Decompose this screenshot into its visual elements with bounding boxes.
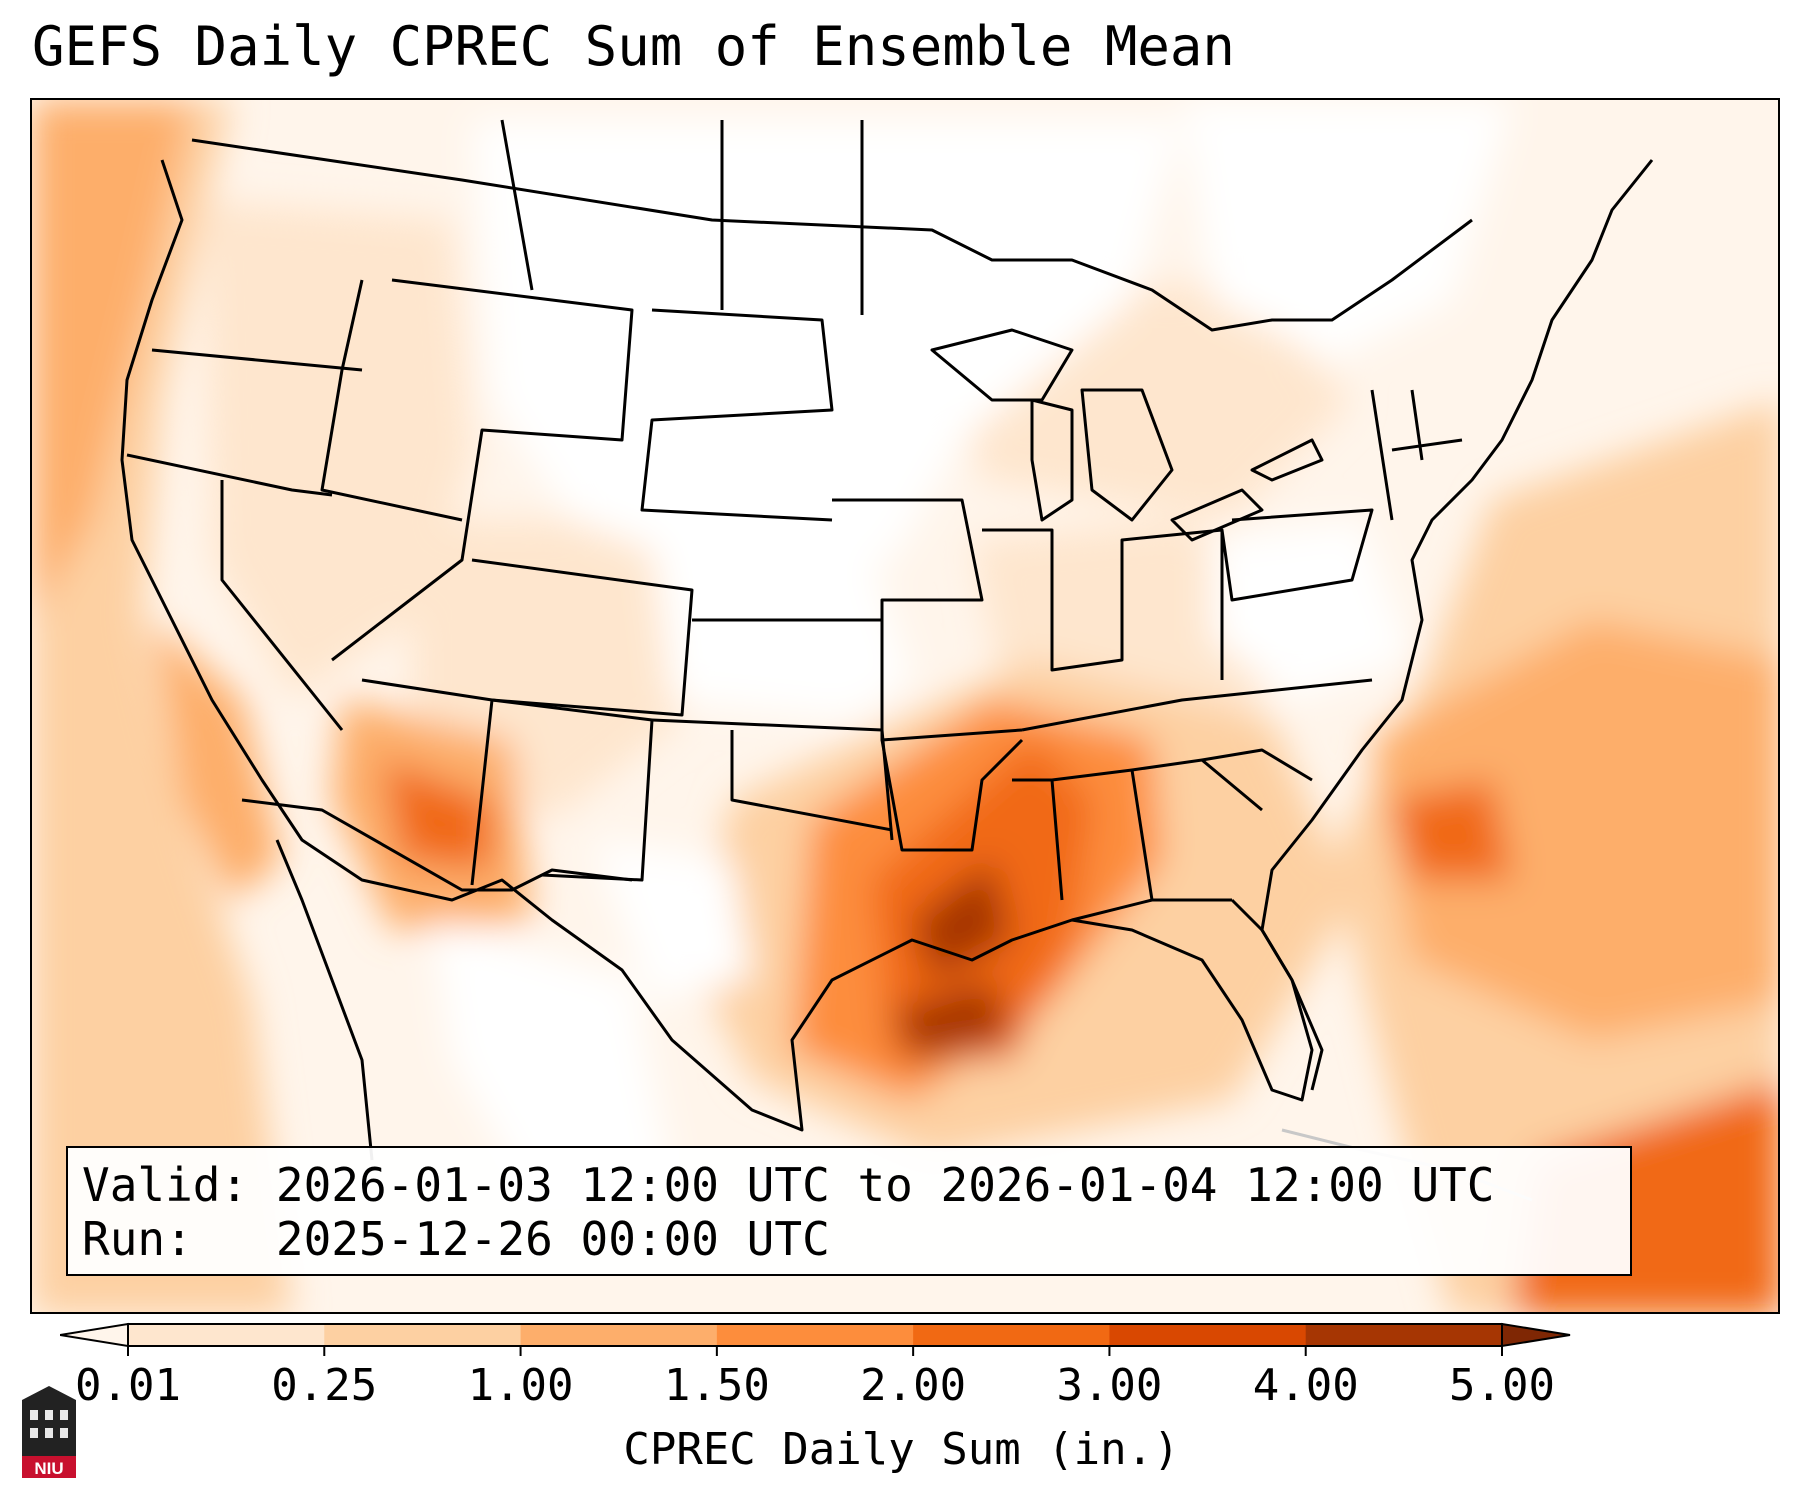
run-label: Run: [82,1212,193,1266]
valid-run-info-box: Valid: 2026-01-03 12:00 UTC to 2026-01-0… [66,1146,1632,1276]
state-border-ar-la [880,738,1024,852]
precip-area-arizona-core [382,760,492,870]
colorbar-segment-1 [324,1324,522,1346]
state-border-or-ca [126,453,333,497]
state-border-new-england [1370,389,1463,521]
colorbar-segments [60,1322,1571,1348]
state-border-northeast [1220,508,1374,602]
state-border-mountain-west [331,278,634,662]
state-border-ca-nv [220,480,344,731]
no-precip-area-central-plains [652,540,912,720]
colorbar-tick-label: 1.00 [467,1360,574,1411]
state-border-tn-ky [1021,678,1373,732]
state-border-dakotas-ne [640,308,834,522]
precip-area-atlantic-band [1372,620,1778,1040]
colorbar-tick-label: 5.00 [1449,1360,1555,1411]
precip-area-pacific-core [32,100,192,620]
colorbar-segment-0 [128,1324,325,1346]
colorbar-ticks [127,1346,1503,1356]
colorbar-label: CPREC Daily Sum (in.) [623,1424,1180,1475]
colorbar-tick-label: 1.50 [663,1360,770,1411]
precip-shading [32,100,1778,1312]
precip-field [32,100,1778,1312]
no-precip-area-canada [1182,100,1512,360]
state-border-tx-ok [730,730,893,832]
valid-value: 2026-01-03 12:00 UTC to 2026-01-04 12:00… [275,1158,1495,1212]
logo-text: NIU [34,1459,63,1478]
baja-california [275,839,374,1161]
colorbar-tick-label: 0.25 [271,1360,378,1411]
map-title: GEFS Daily CPREC Sum of Ensemble Mean [32,15,1235,78]
state-border-mid-mississippi [832,498,1023,742]
colorbar-segment-3 [716,1324,914,1346]
logo-banner [22,1456,76,1478]
canada-border [191,138,1473,332]
colorbar-segment-2 [520,1324,718,1346]
colorbar-tick-label: 4.00 [1252,1360,1359,1411]
logo-roof [22,1386,76,1400]
colorbar-segment-6 [1305,1324,1503,1346]
state-border-wa-or [151,348,363,372]
state-border-nm-tx [491,698,654,882]
logo-windows [30,1410,68,1438]
state-border-idaho [320,279,463,522]
colorbar-segment-4 [913,1324,1110,1346]
florida [1230,898,1324,1091]
state-border-ms-al [1012,768,1154,922]
colorbar-segment-5 [1109,1324,1307,1346]
state-border-wy-co-ut [471,558,694,717]
mexico-border [241,798,633,892]
no-precip-area-northern-plains [472,120,1182,580]
valid-label: Valid: [82,1158,249,1212]
great-lakes [930,328,1324,542]
no-precip-area-mexico [432,920,672,1200]
colorbar-extend-high [1501,1322,1571,1348]
precip-area-atlantic-core [1392,780,1512,880]
precip-area-socal [152,620,282,900]
boundaries [120,119,1654,1202]
no-precip-area-mid-atlantic [1212,520,1412,700]
precip-area-gulf-max [892,860,1012,1060]
colorbar-outline [127,1323,1503,1347]
colorbar-tick-label: 3.00 [1056,1360,1163,1411]
precip-area-west-interior [202,200,472,700]
colorbar-tick-label: 0.01 [75,1360,181,1411]
colorbar [60,1322,1571,1356]
run-value: 2025-12-26 00:00 UTC [275,1212,830,1266]
state-border-nc-sc [1201,748,1313,782]
us-outline [120,159,1654,1132]
colorbar-tick-label: 2.00 [860,1360,967,1411]
colorbar-extend-low [60,1322,129,1348]
state-border-plains [500,119,864,315]
precipitation-map [30,98,1780,1314]
niu-logo: NIU [22,1386,76,1478]
